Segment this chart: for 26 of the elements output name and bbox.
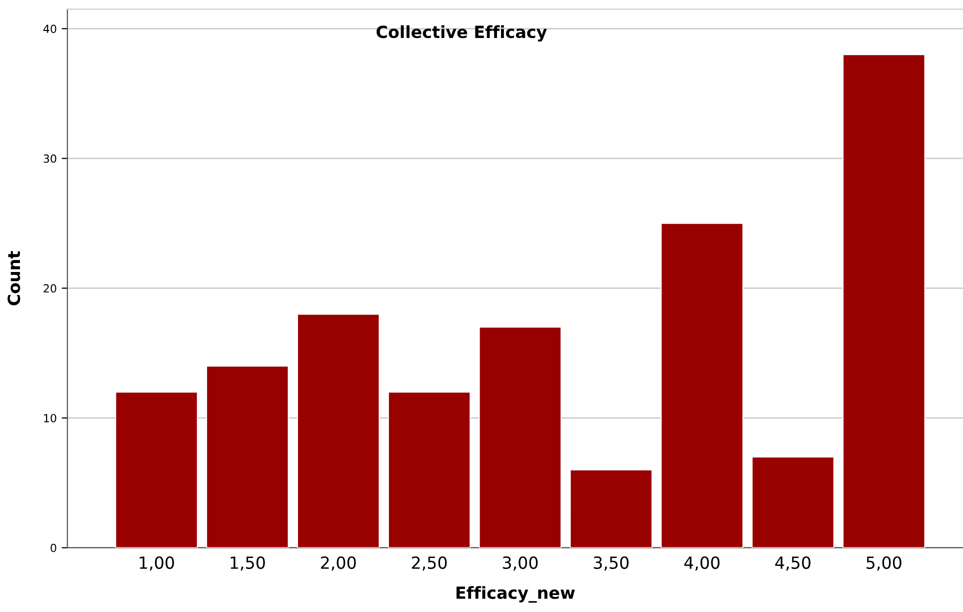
bar [570,469,653,548]
bar [842,54,926,548]
x-tick-label: 2,50 [412,556,447,571]
x-tick-label: 4,50 [775,556,810,571]
x-tick-label: 4,00 [684,556,720,571]
bar [478,326,562,548]
x-tick-label: 1,50 [230,556,265,571]
x-axis-title: Efficacy_new [456,586,575,603]
bar [660,222,744,548]
bar [296,314,380,548]
text: Collective Efficacy [376,25,547,42]
y-tick-label: 0 [50,544,56,552]
y-tick-label: 30 [44,154,56,163]
x-tick-label: 5,00 [866,556,902,571]
y-axis-title: Count [8,251,20,306]
bar [206,366,289,548]
x-tick-label: 3,00 [502,556,538,571]
bar [388,391,471,548]
x-tick-label: 2,00 [321,556,356,571]
bar [752,456,834,548]
x-tick-label: 1,00 [140,556,174,571]
bar [115,391,198,548]
x-tick-label: 3,50 [594,556,629,571]
y-tick-label: 40 [43,24,56,34]
y-tick-label: 10 [44,414,56,422]
y-tick-label: 20 [44,284,56,293]
